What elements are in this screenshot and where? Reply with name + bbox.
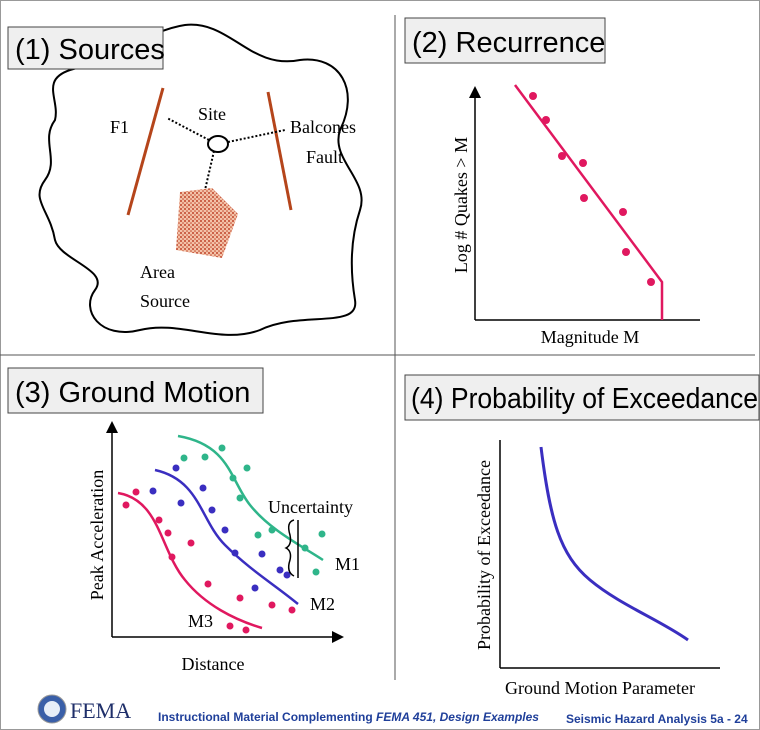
label: Site: [198, 104, 226, 124]
uncertainty-bracket: [284, 519, 295, 577]
exceedance-panel: (4) Probability of Exceedance Probabilit…: [404, 374, 760, 698]
label: Fault: [306, 147, 343, 167]
caption-text: Instructional Material Complementing: [158, 710, 376, 724]
logo-text: FEMA: [70, 698, 131, 723]
title-box: [7, 26, 164, 70]
label: Balcones: [290, 117, 356, 137]
recurrence-panel: (2) Recurrence Log # Quakes > M Magnitud…: [404, 17, 700, 347]
title-box: [7, 367, 264, 414]
title-box: [404, 374, 760, 421]
logo-seal: [44, 701, 60, 717]
label: F1: [110, 117, 129, 137]
caption-italic: FEMA 451, Design Examples: [376, 710, 539, 724]
distance-lines: [166, 117, 286, 191]
points: [180, 444, 326, 576]
label: M3: [188, 611, 213, 631]
exceedance-curve: [539, 446, 689, 642]
trend-line: [513, 84, 664, 320]
axis-label: Distance: [182, 654, 245, 674]
label: M1: [335, 554, 360, 574]
site: [207, 135, 229, 153]
panel-title: (2) Recurrence: [412, 27, 605, 59]
panel-title: (3) Ground Motion: [15, 377, 250, 409]
label: Uncertainty: [268, 497, 353, 517]
points: [529, 92, 655, 286]
curve-m1: [177, 434, 324, 562]
axis-label: Log # Quakes > M: [451, 137, 471, 273]
panel-title: (4) Probability of Exceedance: [411, 383, 758, 415]
points: [122, 488, 296, 634]
axis-label: Ground Motion Parameter: [505, 678, 695, 698]
label: Area: [140, 262, 175, 282]
curve-m2: [154, 468, 299, 605]
caption: Instructional Material Complementing FEM…: [158, 710, 539, 724]
area-source: [176, 188, 238, 258]
label: M2: [310, 594, 335, 614]
axis-label: Probability of Exceedance: [474, 460, 494, 650]
sources-panel: (1) Sources F1 Site Balcones Fault Area …: [7, 23, 363, 336]
label: Source: [140, 291, 190, 311]
points: [149, 464, 291, 592]
fault-line: [126, 87, 165, 216]
panel-title: (1) Sources: [15, 34, 165, 66]
fault-line: [266, 91, 293, 211]
title-box: [404, 17, 606, 64]
axis-label: Magnitude M: [541, 327, 640, 347]
slide-number: Seismic Hazard Analysis 5a - 24: [566, 712, 748, 726]
ground-motion-panel: (3) Ground Motion Peak Acceleration Dist…: [7, 367, 360, 674]
region-outline: [38, 23, 363, 336]
curve-m3: [117, 491, 263, 630]
axis-label: Peak Acceleration: [87, 470, 107, 600]
footer: FEMA Instructional Material Complementin…: [37, 694, 748, 726]
